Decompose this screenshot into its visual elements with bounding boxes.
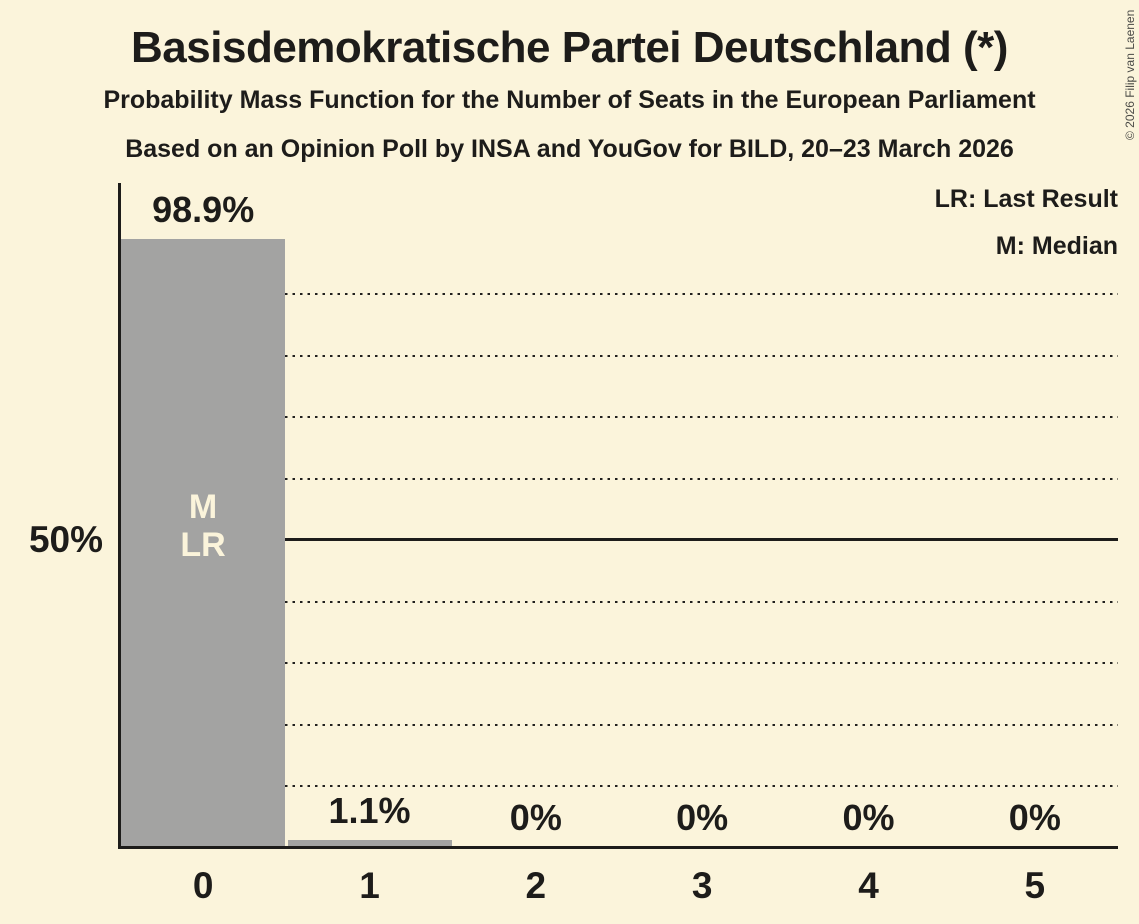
gridline-90-dotted (120, 293, 1118, 296)
gridline-70-dotted (120, 416, 1118, 419)
x-axis-tick-labels: 0 1 2 3 4 5 (120, 864, 1118, 908)
bar-annotation-median-lastresult: M LR (121, 488, 285, 564)
x-axis-line (118, 846, 1118, 849)
value-label-seat-1: 1.1% (328, 790, 411, 832)
value-label-seat-2: 0% (509, 797, 562, 838)
x-tick-0: 0 (192, 865, 214, 906)
legend-median: M: Median (995, 232, 1118, 260)
last-result-marker: LR (180, 526, 226, 564)
x-tick-2: 2 (525, 865, 547, 906)
gridline-30-dotted (120, 662, 1118, 665)
x-tick-3: 3 (691, 865, 713, 906)
y-axis-line (118, 183, 121, 849)
bar-seat-1 (287, 840, 452, 847)
gridline-60-dotted (120, 477, 1118, 480)
gridline-40-dotted (120, 600, 1118, 603)
x-tick-4: 4 (858, 865, 879, 906)
value-labels-layer: 98.9% 1.1% 0% 0% 0% 0% (120, 183, 1118, 847)
chart-subtitle: Probability Mass Function for the Number… (103, 86, 1036, 114)
bars-layer (120, 183, 1118, 847)
x-tick-1: 1 (359, 865, 380, 906)
copyright-notice: © 2026 Filip van Laenen (1123, 9, 1137, 140)
gridline-10-dotted (120, 785, 1118, 788)
value-label-seat-5: 0% (1008, 797, 1061, 838)
page-title: Basisdemokratische Partei Deutschland (*… (131, 23, 1008, 72)
plot-area: M LR 98.9% 1.1% 0% 0% 0% 0% (118, 183, 1118, 849)
x-tick-5: 5 (1024, 865, 1046, 906)
median-marker: M (188, 488, 218, 526)
value-label-seat-4: 0% (842, 797, 895, 838)
gridlines-layer (120, 183, 1118, 847)
gridline-80-dotted (120, 354, 1118, 357)
chart-source-line: Based on an Opinion Poll by INSA and You… (125, 135, 1014, 163)
bar-seat-0 (121, 238, 286, 847)
gridline-20-dotted (120, 723, 1118, 726)
value-label-seat-3: 0% (676, 797, 729, 838)
annotations-layer: M LR (120, 183, 1118, 847)
legend-last-result: LR: Last Result (934, 185, 1118, 213)
y-axis-tick-label-50: 50% (28, 519, 103, 560)
value-label-seat-0: 98.9% (152, 188, 255, 230)
gridline-50-solid (120, 538, 1118, 542)
